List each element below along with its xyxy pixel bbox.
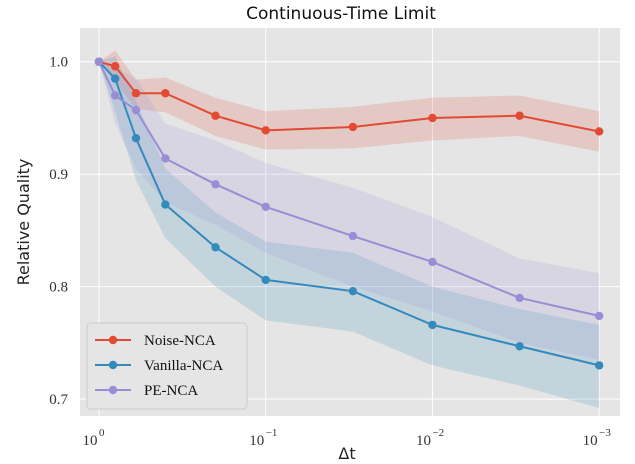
pe-nca-point — [131, 105, 141, 115]
vanilla-nca-point — [261, 275, 270, 285]
legend-item-noise-nca: Noise-NCA — [95, 333, 216, 349]
y-tick-label: 0.9 — [49, 167, 68, 183]
vanilla-nca-band — [98, 56, 600, 409]
x-tick-label: 10 −2 — [416, 427, 444, 449]
chart-title: Continuous-Time Limit — [246, 4, 436, 24]
noise-nca-point — [110, 62, 120, 71]
vanilla-nca-point — [211, 243, 220, 252]
legend-swatch-marker — [108, 360, 118, 370]
legend: Noise-NCA Vanilla-NCA PE-NCA — [86, 322, 248, 410]
noise-nca-point — [515, 111, 524, 120]
y-axis-ticks: 1.0 0.9 0.8 0.7 — [49, 55, 68, 408]
uncertainty-bands — [98, 50, 600, 409]
noise-nca-point — [348, 122, 358, 132]
legend-box — [86, 322, 248, 410]
legend-item-vanilla-nca: Vanilla-NCA — [95, 358, 223, 374]
pe-nca-point — [594, 311, 604, 321]
pe-nca-band — [98, 61, 600, 360]
noise-nca-point — [261, 126, 270, 135]
legend-swatch-marker — [108, 335, 118, 345]
pe-nca-point — [515, 293, 524, 303]
noise-nca-point — [161, 89, 170, 98]
y-tick-label: 0.8 — [49, 280, 68, 296]
pe-nca-point — [348, 231, 358, 241]
y-axis-label: Relative Quality — [14, 159, 33, 286]
noise-nca-point — [131, 89, 141, 98]
vanilla-nca-point — [515, 342, 524, 351]
pe-nca-point — [94, 57, 104, 66]
x-tick-label: 10 −3 — [583, 427, 612, 449]
vanilla-nca-point — [110, 74, 120, 83]
vanilla-nca-line — [98, 61, 600, 367]
vanilla-nca-point — [161, 200, 170, 209]
x-tick-base: 10 — [416, 433, 431, 449]
legend-label: Vanilla-NCA — [144, 358, 223, 374]
pe-nca-point — [211, 180, 220, 189]
x-axis-ticks: 10 0 10 −1 10 −2 10 −3 — [82, 427, 611, 449]
x-tick-base: 10 — [249, 433, 264, 449]
x-tick-label: 10 −1 — [249, 427, 277, 449]
x-tick-base: 10 — [82, 433, 97, 449]
pe-nca-line — [98, 61, 600, 317]
x-tick-exponent: −2 — [432, 427, 444, 439]
x-tick-exponent: −1 — [266, 427, 278, 439]
noise-nca-band — [98, 50, 600, 152]
vanilla-nca-point — [131, 134, 141, 143]
noise-nca-point — [594, 127, 604, 136]
noise-nca-line — [98, 60, 600, 133]
x-tick-base: 10 — [583, 433, 598, 449]
legend-item-pe-nca: PE-NCA — [95, 383, 198, 399]
y-tick-label: 1.0 — [49, 55, 68, 71]
noise-nca-point — [428, 113, 437, 123]
x-axis-label: Δt — [338, 444, 355, 463]
pe-nca-point — [428, 257, 437, 267]
y-tick-label: 0.7 — [49, 392, 68, 408]
vanilla-nca-point — [428, 320, 437, 330]
pe-nca-point — [261, 202, 270, 212]
pe-nca-point — [110, 91, 120, 100]
series-points — [94, 57, 604, 370]
vanilla-nca-point — [594, 361, 604, 370]
series-lines — [98, 60, 600, 367]
legend-label: PE-NCA — [144, 383, 198, 399]
vanilla-nca-point — [348, 286, 358, 296]
noise-nca-point — [211, 111, 220, 120]
x-tick-exponent: 0 — [99, 427, 105, 439]
pe-nca-point — [161, 154, 170, 163]
x-tick-exponent: −3 — [599, 427, 611, 439]
x-tick-label: 10 0 — [82, 427, 105, 449]
legend-label: Noise-NCA — [144, 333, 216, 349]
legend-swatch-marker — [108, 385, 118, 395]
